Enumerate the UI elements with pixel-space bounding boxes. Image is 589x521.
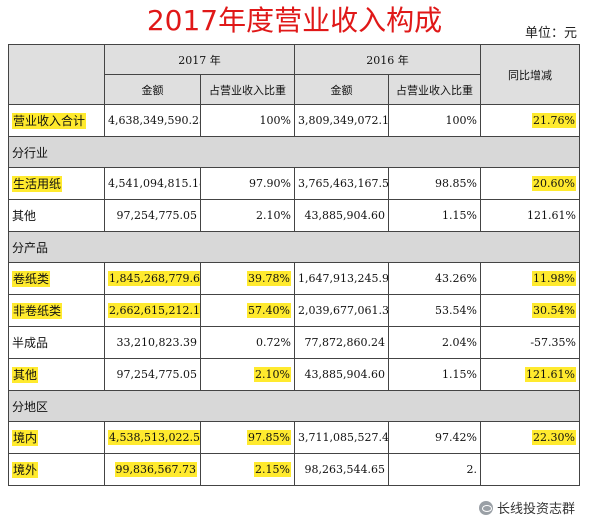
share-2016: 1.15% [388, 199, 481, 232]
row-label: 半成品 [8, 326, 105, 359]
table-row: 卷纸类 1,845,268,779.64 39.78% 1,647,913,24… [8, 262, 580, 295]
section-row: 分行业 [8, 136, 580, 168]
share-2017: 0.72% [200, 326, 295, 359]
yoy-change [480, 453, 580, 486]
share-2016: 53.54% [388, 294, 481, 327]
share-2016: 97.42% [388, 421, 481, 454]
table-row: 其他 97,254,775.05 2.10% 43,885,904.60 1.1… [8, 199, 580, 232]
share-2016: 2.04% [388, 326, 481, 359]
chat-bubble-icon [478, 500, 493, 515]
share-2016: 100% [388, 104, 481, 137]
watermark-text: 长线投资志群 [496, 502, 575, 517]
row-label: 非卷纸类 [8, 294, 105, 327]
row-label: 其他 [8, 199, 105, 232]
row-label: 卷纸类 [8, 262, 105, 295]
unit-label: 单位：元 [524, 26, 577, 41]
share-2017: 57.40% [200, 294, 295, 327]
amount-2016: 3,809,349,072.13 [294, 104, 389, 137]
amount-2016: 3,711,085,527.48 [294, 421, 389, 454]
header-amount-2017: 金额 [104, 74, 201, 105]
table-row: 营业收入合计 4,638,349,590.23 100% 3,809,349,0… [8, 104, 580, 137]
amount-2016: 43,885,904.60 [294, 358, 389, 391]
row-label: 其他 [8, 358, 105, 391]
row-label: 生活用纸 [8, 167, 105, 200]
header-amount-2016: 金额 [294, 74, 389, 105]
watermark: 长线投资志群 [474, 497, 579, 518]
yoy-change: 121.61% [480, 358, 580, 391]
share-2017: 2.15% [200, 453, 295, 486]
row-label: 境外 [8, 453, 105, 486]
share-2017: 2.10% [200, 358, 295, 391]
header-yoy: 同比增减 [480, 44, 580, 105]
amount-2017: 33,210,823.39 [104, 326, 201, 359]
share-2017: 97.85% [200, 421, 295, 454]
amount-2017: 97,254,775.05 [104, 358, 201, 391]
row-label: 营业收入合计 [8, 104, 105, 137]
amount-2016: 98,263,544.65 [294, 453, 389, 486]
table-row: 境内 4,538,513,022.50 97.85% 3,711,085,527… [8, 421, 580, 454]
share-2016: 1.15% [388, 358, 481, 391]
section-label: 分行业 [8, 136, 580, 168]
table-row: 境外 99,836,567.73 2.15% 98,263,544.65 2. [8, 453, 580, 486]
share-2017: 39.78% [200, 262, 295, 295]
section-label: 分产品 [8, 231, 580, 263]
row-label: 境内 [8, 421, 105, 454]
section-row: 分产品 [8, 231, 580, 263]
amount-2017: 1,845,268,779.64 [104, 262, 201, 295]
page-title: 2017年度营业收入构成 [146, 4, 443, 37]
amount-2017: 97,254,775.05 [104, 199, 201, 232]
amount-2017: 99,836,567.73 [104, 453, 201, 486]
share-2016: 2. [388, 453, 481, 486]
table-row: 非卷纸类 2,662,615,212.15 57.40% 2,039,677,0… [8, 294, 580, 327]
section-label: 分地区 [8, 390, 580, 422]
share-2017: 97.90% [200, 167, 295, 200]
revenue-table: 2017 年 2016 年 同比增减 金额 占营业收入比重 金额 占营业收入比重… [8, 44, 580, 486]
amount-2017: 4,538,513,022.50 [104, 421, 201, 454]
amount-2016: 43,885,904.60 [294, 199, 389, 232]
yoy-change: 20.60% [480, 167, 580, 200]
yoy-change: -57.35% [480, 326, 580, 359]
yoy-change: 121.61% [480, 199, 580, 232]
amount-2016: 77,872,860.24 [294, 326, 389, 359]
header-2017: 2017 年 [104, 44, 295, 75]
share-2016: 43.26% [388, 262, 481, 295]
share-2017: 2.10% [200, 199, 295, 232]
amount-2017: 4,541,094,815.18 [104, 167, 201, 200]
yoy-change: 22.30% [480, 421, 580, 454]
amount-2016: 3,765,463,167.53 [294, 167, 389, 200]
yoy-change: 21.76% [480, 104, 580, 137]
yoy-change: 30.54% [480, 294, 580, 327]
corner-header-cell [8, 44, 105, 105]
share-2017: 100% [200, 104, 295, 137]
amount-2016: 1,647,913,245.93 [294, 262, 389, 295]
amount-2016: 2,039,677,061.36 [294, 294, 389, 327]
table-row: 生活用纸 4,541,094,815.18 97.90% 3,765,463,1… [8, 167, 580, 200]
table-row: 半成品 33,210,823.39 0.72% 77,872,860.24 2.… [8, 326, 580, 359]
amount-2017: 2,662,615,212.15 [104, 294, 201, 327]
section-row: 分地区 [8, 390, 580, 422]
table-row: 其他 97,254,775.05 2.10% 43,885,904.60 1.1… [8, 358, 580, 391]
amount-2017: 4,638,349,590.23 [104, 104, 201, 137]
yoy-change: 11.98% [480, 262, 580, 295]
header-share-2017: 占营业收入比重 [200, 74, 295, 105]
header-2016: 2016 年 [294, 44, 481, 75]
header-share-2016: 占营业收入比重 [388, 74, 481, 105]
share-2016: 98.85% [388, 167, 481, 200]
